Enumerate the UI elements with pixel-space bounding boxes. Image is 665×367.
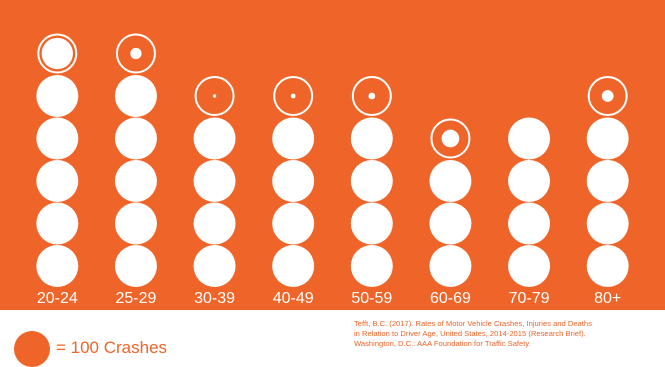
- crash-icon-40-49-1: [272, 245, 315, 287]
- crash-icon-20-24-4: [36, 117, 79, 160]
- partial-fill-80+: [601, 90, 614, 102]
- partial-ring-25-29: [115, 33, 156, 74]
- partial-fill-20-24: [41, 37, 73, 70]
- crash-icon-25-29-3: [114, 160, 157, 202]
- partial-fill-40-49: [290, 93, 296, 99]
- crash-icon-70-79-2: [508, 202, 551, 245]
- partial-ring-50-59: [351, 76, 392, 116]
- source-citation: Tefft, B.C. (2017). Rates of Motor Vehic…: [354, 319, 660, 349]
- crash-icon-25-29-5: [114, 75, 157, 117]
- citation-line-2: in Relation to Driver Age, United States…: [354, 329, 586, 338]
- crash-icon-70-79-1: [508, 245, 551, 287]
- category-label-40-49: 40-49: [273, 290, 314, 307]
- crash-icon-40-49-2: [272, 202, 315, 245]
- crash-icon-80+-2: [586, 202, 629, 245]
- crash-icon-25-29-1: [114, 245, 157, 287]
- partial-fill-60-69: [441, 129, 460, 148]
- partial-fill-25-29: [130, 47, 142, 60]
- category-label-70-79: 70-79: [509, 290, 550, 307]
- chart-background: [0, 0, 665, 310]
- crash-icon-60-69-3: [429, 160, 472, 202]
- partial-ring-80+: [587, 76, 628, 116]
- partial-ring-60-69: [430, 118, 471, 159]
- crash-icon-25-29-2: [114, 202, 157, 245]
- crash-icon-20-24-5: [36, 75, 79, 117]
- crash-icon-50-59-4: [350, 117, 393, 160]
- crash-icon-20-24-1: [36, 245, 79, 287]
- crash-icon-20-24-2: [36, 202, 79, 245]
- crash-icon-60-69-2: [429, 202, 472, 245]
- crash-icon-70-79-3: [508, 160, 551, 202]
- crash-icon-50-59-1: [350, 245, 393, 287]
- legend-label: = 100 Crashes: [56, 338, 168, 357]
- crash-icon-60-69-1: [429, 245, 472, 287]
- pictograph-chart: 20-24 25-29 30-39 40-49 50-59 60-69 70-79 80+: [0, 0, 665, 310]
- partial-ring-20-24: [37, 33, 78, 74]
- crash-icon-40-49-3: [272, 160, 315, 202]
- crash-icon-30-39-3: [193, 160, 236, 202]
- crash-icon-80+-1: [586, 245, 629, 287]
- crash-icon-80+-3: [586, 160, 629, 202]
- category-label-25-29: 25-29: [115, 290, 156, 307]
- crash-icon-70-79-4: [508, 117, 551, 160]
- crash-icon-80+-4: [586, 117, 629, 160]
- crash-icon-30-39-2: [193, 202, 236, 245]
- partial-ring-40-49: [273, 76, 314, 116]
- category-label-80+: 80+: [594, 290, 621, 307]
- category-label-30-39: 30-39: [194, 290, 235, 307]
- crash-icon-50-59-3: [350, 160, 393, 202]
- partial-fill-50-59: [368, 92, 376, 100]
- partial-fill-30-39: [212, 94, 217, 98]
- crash-icon-50-59-2: [350, 202, 393, 245]
- category-label-60-69: 60-69: [430, 290, 471, 307]
- crash-icon-20-24-3: [36, 160, 79, 202]
- citation-line-3: Washington, D.C.: AAA Foundation for Tra…: [354, 339, 531, 348]
- category-label-50-59: 50-59: [351, 290, 392, 307]
- category-label-20-24: 20-24: [37, 290, 78, 307]
- crash-icon-30-39-4: [193, 117, 236, 160]
- partial-ring-30-39: [194, 76, 235, 116]
- citation-line-1: Tefft, B.C. (2017). Rates of Motor Vehic…: [354, 319, 592, 328]
- legend-crash-icon: [14, 331, 50, 367]
- crash-icon-30-39-1: [193, 245, 236, 287]
- crash-icon-40-49-4: [272, 117, 315, 160]
- crash-icon-25-29-4: [114, 117, 157, 160]
